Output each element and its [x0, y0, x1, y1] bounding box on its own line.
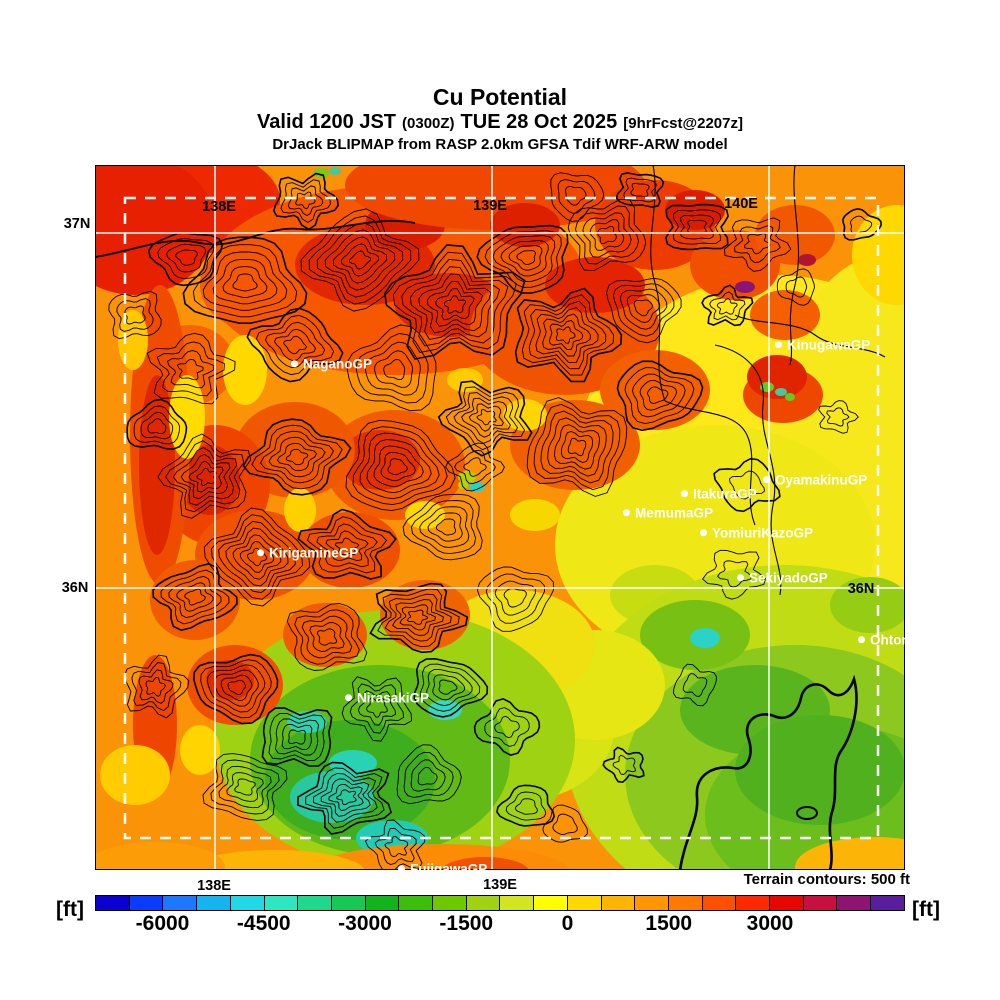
colorbar-segment — [870, 895, 905, 911]
site-NirasakiGP: NirasakiGP — [345, 691, 429, 705]
site-label: SekiyadoGP — [749, 570, 828, 586]
site-label: NirasakiGP — [357, 690, 430, 706]
colorbar — [95, 895, 905, 911]
colorbar-segment — [263, 895, 299, 911]
site-OyamakinuGP: OyamakinuGP — [763, 473, 867, 487]
site-KinugawaGP: KinugawaGP — [775, 338, 870, 352]
lat-lon-gridlines — [95, 165, 905, 870]
terrain-note: Terrain contours: 500 ft — [743, 871, 910, 888]
model-domain-dashed-border — [123, 196, 880, 840]
colorbar-segment — [769, 895, 804, 911]
colorbar-segment — [735, 895, 771, 911]
site-marker-dot — [291, 360, 298, 368]
grid-label-140e: 140E — [724, 196, 758, 212]
grid-label-36n: 36N — [847, 581, 875, 597]
terrain-contour-lines — [108, 172, 883, 870]
map-frame — [95, 165, 905, 870]
site-marker-dot — [775, 341, 782, 349]
model-line: DrJack BLIPMAP from RASP 2.0km GFSA Tdif… — [272, 136, 728, 154]
colorbar-tick-label: 0 — [561, 912, 574, 935]
colorbar-segment — [95, 895, 130, 911]
colorbar-segment — [667, 895, 703, 911]
colorbar-segment — [162, 895, 198, 911]
site-label: NaganoGP — [303, 356, 373, 372]
site-YomiuriKazoGP: YomiuriKazoGP — [700, 526, 813, 540]
colorbar-segment — [634, 895, 669, 911]
site-KirigamineGP: KirigamineGP — [257, 546, 358, 560]
site-label: ItakuraGP — [693, 486, 757, 502]
colorbar-tick-label: 3000 — [746, 912, 794, 935]
site-NaganoGP: NaganoGP — [291, 357, 372, 371]
valid-fcst: [9hrFcst@2207z] — [623, 115, 743, 133]
grid-label-37n: 37N — [63, 216, 91, 232]
colorbar-tick-label: 1500 — [645, 912, 693, 935]
site-label: MemumaGP — [635, 505, 714, 521]
colorbar-unit-left: [ft] — [56, 898, 84, 921]
grid-label-139e: 139E — [473, 198, 507, 214]
colorbar-segment — [196, 895, 231, 911]
valid-date: TUE 28 Oct 2025 — [460, 111, 618, 134]
site-marker-dot — [700, 529, 707, 537]
colorbar-segment — [432, 895, 467, 911]
valid-line: Valid 1200 JST (0300Z) TUE 28 Oct 2025 [9hr… — [0, 111, 1000, 134]
boundary-lines — [95, 165, 886, 870]
site-label: KirigamineGP — [269, 545, 359, 561]
colorbar-tick-label: -4500 — [236, 912, 291, 935]
colorbar-segment — [297, 895, 332, 911]
site-markers: NaganoGP KinugawaGP KirigamineGP NirasakiGP… — [95, 165, 905, 870]
colorbar-segment — [229, 895, 265, 911]
grid-label-36n: 36N — [61, 580, 89, 596]
site-marker-dot — [345, 694, 352, 702]
site-label: YomiuriKazoGP — [712, 525, 814, 541]
site-label: KinugawaGP — [787, 337, 871, 353]
colorbar-tick-label: -3000 — [338, 912, 392, 935]
site-MemumaGP: MemumaGP — [623, 506, 713, 520]
title-block: Cu Potential Valid 1200 JST (0300Z) TUE 28… — [0, 85, 1000, 153]
site-marker-dot — [737, 574, 744, 582]
map-canvas — [95, 165, 905, 870]
site-label: OyamakinuGP — [775, 472, 868, 488]
site-FujigawaGP: FujigawaGP — [398, 862, 487, 870]
colorbar-segment — [566, 895, 602, 911]
grid-label-139e: 139E — [483, 877, 517, 893]
site-marker-dot — [858, 636, 865, 644]
site-OhtoneGP: OhtoneGP — [858, 633, 905, 647]
forecast-map: NaganoGP KinugawaGP KirigamineGP NirasakiGP… — [95, 165, 905, 870]
site-marker-dot — [681, 490, 688, 498]
colorbar-unit-right: [ft] — [912, 898, 940, 921]
valid-prefix: Valid 1200 JST — [257, 111, 397, 134]
site-SekiyadoGP: SekiyadoGP — [737, 571, 828, 585]
page-title: Cu Potential — [432, 84, 568, 110]
site-label: FujigawaGP — [410, 861, 488, 870]
site-marker-dot — [257, 549, 264, 557]
site-marker-dot — [763, 476, 770, 484]
grid-label-138e: 138E — [202, 199, 236, 215]
site-marker-dot — [623, 509, 630, 517]
colorbar-segment — [128, 895, 164, 911]
colorbar-segment — [533, 895, 568, 911]
colorbar-segment — [701, 895, 737, 911]
colorbar-segment — [600, 895, 636, 911]
colorbar-segment — [364, 895, 400, 911]
colorbar-segment — [398, 895, 434, 911]
colorbar-tick-label: -6000 — [135, 912, 190, 935]
colorbar-segment — [330, 895, 366, 911]
site-marker-dot — [398, 865, 405, 870]
colorbar-segment — [836, 895, 872, 911]
colorbar-segment — [802, 895, 838, 911]
site-label: OhtoneGP — [870, 632, 905, 648]
colorbar-tick-label: -1500 — [439, 912, 494, 935]
colorbar-segment — [465, 895, 501, 911]
colorbar-segment — [499, 895, 535, 911]
valid-zulu: (0300Z) — [402, 115, 455, 133]
coastline — [678, 674, 858, 870]
site-ItakuraGP: ItakuraGP — [681, 487, 757, 501]
grid-label-138e: 138E — [197, 878, 231, 894]
